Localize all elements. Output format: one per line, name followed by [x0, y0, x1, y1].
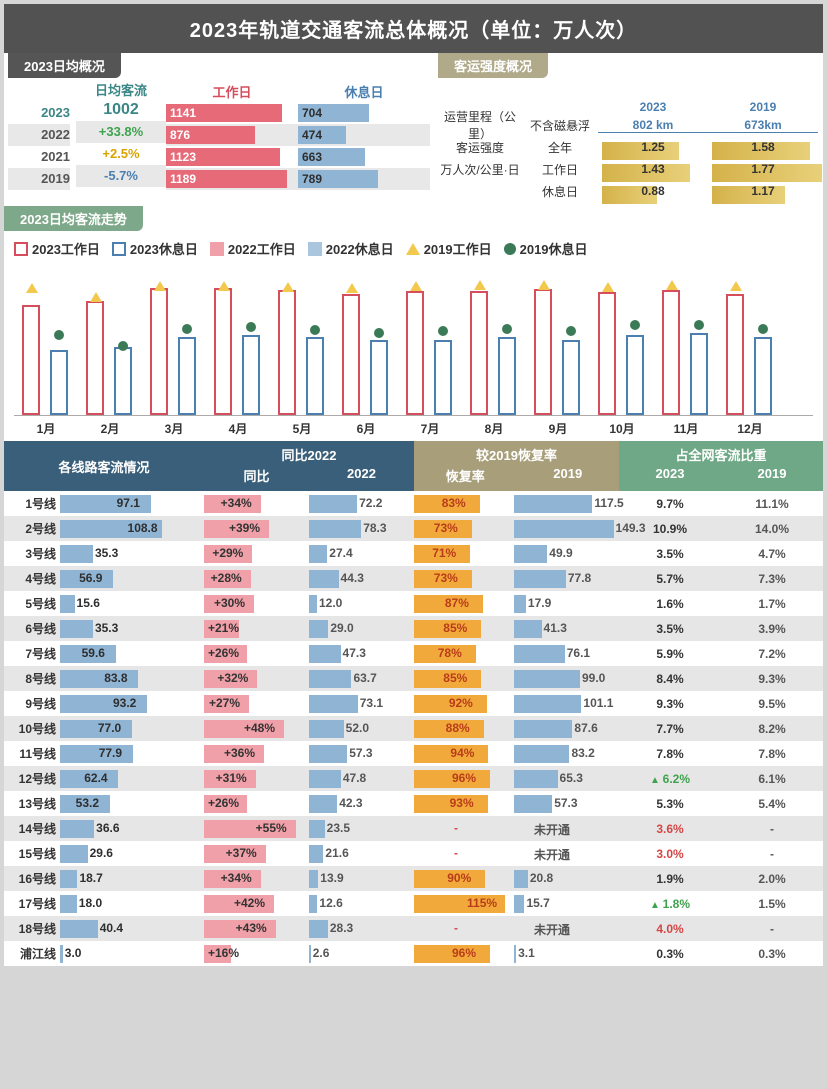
lines-h4: 占全网客流比重 20232019 — [619, 441, 823, 491]
top-section: 2023日均概况 2023202220212019日均客流1002+33.8%+… — [4, 53, 823, 202]
line-row: 10号线 77.0 +48% 52.0 88% 87.6 7.7% 8.2% — [4, 716, 823, 741]
legend-item: 2022休息日 — [308, 239, 394, 258]
legend-item: 2019工作日 — [406, 239, 492, 258]
line-row: 7号线 59.6 +26% 47.3 78% 76.1 5.9% 7.2% — [4, 641, 823, 666]
dashboard: 2023年轨道交通客流总体概况（单位：万人次） 2023日均概况 2023202… — [4, 4, 823, 966]
legend-item: 2019休息日 — [504, 239, 588, 258]
line-row: 9号线 93.2 +27% 73.1 92% 101.1 9.3% 9.5% — [4, 691, 823, 716]
line-row: 2号线 108.8 +39% 78.3 73% 149.3 10.9% 14.0… — [4, 516, 823, 541]
line-row: 4号线 56.9 +28% 44.3 73% 77.8 5.7% 7.3% — [4, 566, 823, 591]
line-row: 3号线 35.3 +29% 27.4 71% 49.9 3.5% 4.7% — [4, 541, 823, 566]
line-row: 18号线 40.4 +43% 28.3 - 未开通 4.0% - — [4, 916, 823, 941]
line-row: 15号线 29.6 +37% 21.6 - 未开通 3.0% - — [4, 841, 823, 866]
line-row: 5号线 15.6 +30% 12.0 87% 17.9 1.6% 1.7% — [4, 591, 823, 616]
legend-item: 2023工作日 — [14, 239, 100, 258]
lines-h3: 较2019恢复率 恢复率2019 — [414, 441, 619, 491]
line-row: 6号线 35.3 +21% 29.0 85% 41.3 3.5% 3.9% — [4, 616, 823, 641]
lines-h1: 各线路客流情况 — [4, 441, 204, 491]
line-row: 8号线 83.8 +32% 63.7 85% 99.0 8.4% 9.3% — [4, 666, 823, 691]
trend-area: 2023工作日 2023休息日 2022工作日 2022休息日 2019工作日 2019休… — [4, 231, 823, 441]
line-row: 17号线 18.0 +42% 12.6 115% 15.7 1.8% 1.5% — [4, 891, 823, 916]
trend-legend: 2023工作日 2023休息日 2022工作日 2022休息日 2019工作日 2019休… — [14, 239, 817, 258]
legend-item: 2023休息日 — [112, 239, 198, 258]
legend-item: 2022工作日 — [210, 239, 296, 258]
lines-h2: 同比2022 同比2022 — [204, 441, 414, 491]
line-row: 12号线 62.4 +31% 47.8 96% 65.3 6.2% 6.1% — [4, 766, 823, 791]
line-row: 11号线 77.9 +36% 57.3 94% 83.2 7.8% 7.8% — [4, 741, 823, 766]
line-row: 14号线 36.6 +55% 23.5 - 未开通 3.6% - — [4, 816, 823, 841]
tab-daily-overview: 2023日均概况 — [8, 53, 121, 78]
line-row: 1号线 97.1 +34% 72.2 83% 117.5 9.7% 11.1% — [4, 491, 823, 516]
trend-xlabels: 1月2月3月4月5月6月7月8月9月10月11月12月 — [10, 420, 817, 437]
lines-header: 各线路客流情况 同比2022 同比2022 较2019恢复率 恢复率2019 占… — [4, 441, 823, 491]
tab-trend: 2023日均客流走势 — [4, 206, 143, 231]
lines-body: 1号线 97.1 +34% 72.2 83% 117.5 9.7% 11.1% … — [4, 491, 823, 966]
line-row: 浦江线 3.0 +16% 2.6 96% 3.1 0.3% 0.3% — [4, 941, 823, 966]
summary-table: 2023202220212019日均客流1002+33.8%+2.5%-5.7%… — [8, 80, 430, 190]
intensity-table: 2023 2019 运营里程（公里）不含磁悬浮 802 km 673km 客运强… — [438, 100, 819, 202]
trend-chart — [14, 266, 813, 416]
line-row: 16号线 18.7 +34% 13.9 90% 20.8 1.9% 2.0% — [4, 866, 823, 891]
tab-intensity: 客运强度概况 — [438, 53, 548, 78]
line-row: 13号线 53.2 +26% 42.3 93% 57.3 5.3% 5.4% — [4, 791, 823, 816]
page-title: 2023年轨道交通客流总体概况（单位：万人次） — [4, 4, 823, 53]
